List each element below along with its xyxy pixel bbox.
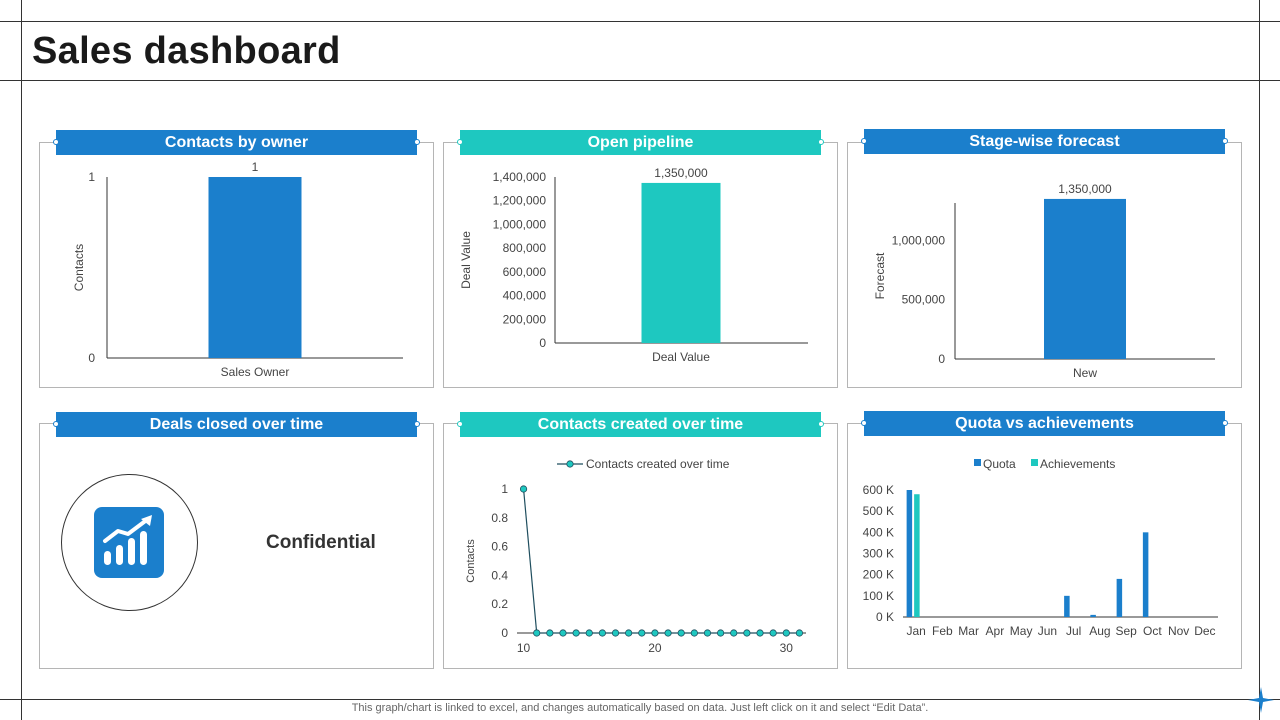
stage-forecast-title: Stage-wise forecast <box>969 133 1120 150</box>
footer-note: This graph/chart is linked to excel, and… <box>351 702 929 714</box>
contacts-created-panel <box>443 423 838 669</box>
confidential-label: Confidential <box>266 532 376 553</box>
deals-closed-title: Deals closed over time <box>149 416 324 433</box>
deals-closed-banner: Deals closed over time <box>53 412 420 437</box>
contacts-by-owner-banner: Contacts by owner <box>53 130 420 155</box>
confidential-circle <box>61 474 198 611</box>
frame-right-line <box>1259 0 1260 720</box>
stage-forecast-panel <box>847 142 1242 388</box>
contacts-created-banner: Contacts created over time <box>457 412 824 437</box>
frame-title-underline <box>0 80 1280 81</box>
contacts-by-owner-panel <box>39 142 434 388</box>
stage-forecast-banner: Stage-wise forecast <box>861 129 1228 154</box>
growth-chart-icon <box>94 507 164 578</box>
open-pipeline-panel <box>443 142 838 388</box>
quota-banner: Quota vs achievements <box>861 411 1228 436</box>
contacts-by-owner-title: Contacts by owner <box>164 134 309 151</box>
contacts-created-title: Contacts created over time <box>537 416 744 433</box>
frame-left-line <box>21 0 22 720</box>
open-pipeline-title: Open pipeline <box>587 134 694 151</box>
open-pipeline-banner: Open pipeline <box>457 130 824 155</box>
page-title: Sales dashboard <box>32 30 341 72</box>
quota-title: Quota vs achievements <box>955 415 1134 432</box>
frame-top-line <box>0 21 1280 22</box>
frame-bottom-line <box>0 699 1280 700</box>
sparkle-star-icon <box>1248 687 1274 713</box>
quota-panel <box>847 423 1242 669</box>
